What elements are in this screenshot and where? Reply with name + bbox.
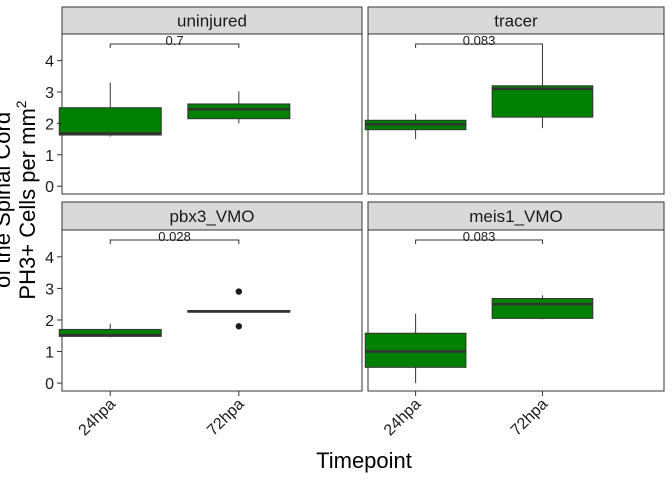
facet-strip-background: [61, 201, 363, 231]
facet-strip-text: tracer: [494, 12, 538, 31]
significance-bracket: [109, 43, 240, 48]
y-axis: 0 1 2 3 4 0 1 2 3 4: [45, 54, 62, 393]
facet-strip-text: meis1_VMO: [469, 207, 563, 226]
facet-strip-text: uninjured: [177, 12, 247, 31]
y-axis-title-line2: of the Spinal Cord: [0, 112, 15, 288]
y-tick-label: 2: [45, 313, 54, 330]
x-tick-label: 72hpa: [508, 396, 552, 440]
box-body: [58, 107, 162, 136]
y-tick-label: 0: [45, 179, 54, 196]
outlier-point: [235, 323, 243, 330]
facet-strip-overlay-meis1_VMO: meis1_VMO: [367, 201, 665, 231]
y-tick-label: 2: [45, 116, 54, 133]
box-24hpa: [364, 114, 467, 140]
y-axis-title: PH3+ Cells per mm2 of the Spinal Cord: [0, 100, 40, 299]
facet-tracer: tracer 0.083: [364, 6, 665, 195]
facet-panels: uninjured 0.7 tracer 0.083 pbx3_VMO 0.028 meis…: [58, 6, 665, 392]
facet-strip-background: [367, 201, 665, 231]
box-24hpa: [58, 323, 162, 338]
x-axis: 24hpa 72hpa 24hpa 72hpa: [76, 391, 552, 440]
box-72hpa: [187, 288, 291, 330]
box-body: [491, 85, 594, 118]
p-value-label: 0.083: [463, 229, 496, 244]
box-72hpa: [187, 91, 291, 124]
box-24hpa: [58, 82, 162, 137]
box-body: [491, 298, 594, 319]
y-tick-label: 3: [45, 281, 54, 298]
facet-strip-overlay-uninjured: uninjured: [61, 6, 363, 35]
p-value-label: 0.7: [166, 33, 184, 48]
box-72hpa: [491, 295, 594, 320]
significance-bracket: [415, 239, 543, 244]
facet-strip-overlay-pbx3_VMO: pbx3_VMO: [61, 201, 363, 231]
outlier-point: [235, 288, 243, 295]
svg-text:PH3+ Cells per mm2: PH3+ Cells per mm2: [13, 100, 40, 299]
p-value-label: 0.083: [463, 33, 496, 48]
box-body: [364, 332, 467, 368]
y-tick-label: 4: [45, 250, 54, 267]
box-72hpa: [491, 48, 594, 129]
facet-strip-background: [367, 6, 665, 35]
y-tick-label: 1: [45, 345, 54, 362]
y-axis-title-superscript: 2: [13, 100, 29, 108]
box-body: [58, 328, 162, 337]
facet-strip-background: [61, 6, 363, 35]
y-tick-label: 1: [45, 148, 54, 165]
facet-strip-overlay-tracer: tracer: [367, 6, 665, 35]
y-tick-label: 4: [45, 54, 54, 71]
y-tick-label: 3: [45, 85, 54, 102]
box-24hpa: [364, 313, 467, 384]
significance-bracket: [415, 43, 543, 48]
facet-strip-text: pbx3_VMO: [169, 207, 254, 226]
facet-uninjured: uninjured 0.7: [58, 6, 363, 195]
x-tick-label: 72hpa: [204, 396, 248, 440]
box-body: [187, 103, 291, 120]
y-tick-label: 0: [45, 376, 54, 393]
p-value-label: 0.028: [158, 229, 191, 244]
significance-bracket: [109, 239, 240, 244]
x-axis-title: Timepoint: [316, 448, 412, 473]
x-tick-label: 24hpa: [381, 396, 425, 440]
x-tick-label: 24hpa: [76, 396, 120, 440]
y-axis-title-line1: PH3+ Cells per mm: [15, 108, 40, 299]
